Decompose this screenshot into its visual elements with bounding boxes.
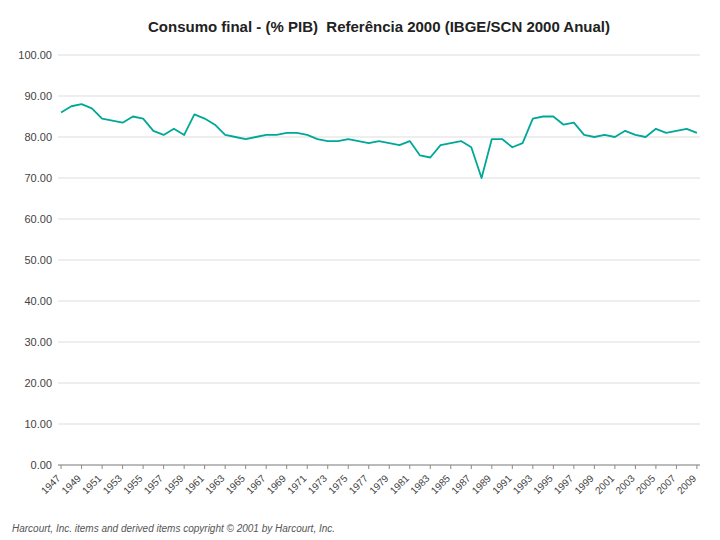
x-tick — [348, 465, 349, 469]
x-tick-label: 1965 — [224, 472, 248, 496]
x-tick — [635, 465, 636, 469]
x-tick-label: 2001 — [593, 472, 617, 496]
grid-line — [58, 260, 700, 261]
x-tick-label: 1947 — [39, 472, 63, 496]
x-tick-label: 2003 — [613, 472, 637, 496]
data-line — [61, 104, 697, 178]
x-tick-label: 1975 — [326, 472, 350, 496]
y-tick-label: 0.00 — [31, 459, 52, 471]
x-tick — [204, 465, 205, 469]
x-tick — [512, 465, 513, 469]
x-tick — [471, 465, 472, 469]
x-tick-label: 2005 — [634, 472, 658, 496]
y-tick-label: 40.00 — [24, 295, 52, 307]
x-tick-label: 1959 — [162, 472, 186, 496]
x-tick — [245, 465, 246, 469]
x-axis-line — [58, 465, 700, 466]
x-tick — [61, 465, 62, 469]
x-tick-label: 1987 — [449, 472, 473, 496]
x-tick — [614, 465, 615, 469]
x-tick — [163, 465, 164, 469]
y-tick-label: 50.00 — [24, 254, 52, 266]
grid-line — [58, 178, 700, 179]
grid-line — [58, 301, 700, 302]
x-tick-label: 1971 — [285, 472, 309, 496]
x-tick-label: 1953 — [101, 472, 125, 496]
x-tick-label: 1973 — [306, 472, 330, 496]
grid — [58, 55, 700, 465]
x-tick-labels: 1947194919511953195519571959196119631965… — [39, 465, 699, 496]
chart: 0.00 10.00 20.00 30.00 40.00 50.00 60.00 70.00 8… — [0, 0, 720, 540]
x-tick-label: 1993 — [511, 472, 535, 496]
x-tick — [225, 465, 226, 469]
grid-line — [58, 137, 700, 138]
plot-area — [61, 104, 697, 178]
x-tick-label: 1949 — [59, 472, 83, 496]
x-tick-label: 1951 — [80, 472, 104, 496]
x-tick — [430, 465, 431, 469]
x-tick — [594, 465, 595, 469]
x-tick-label: 2009 — [675, 472, 699, 496]
x-tick-label: 1961 — [183, 472, 207, 496]
x-tick — [655, 465, 656, 469]
y-tick-labels: 0.00 10.00 20.00 30.00 40.00 50.00 60.00 70.00 8… — [18, 49, 52, 471]
x-tick-label: 1991 — [490, 472, 514, 496]
y-tick-label: 80.00 — [24, 131, 52, 143]
x-tick-label: 1967 — [244, 472, 268, 496]
x-tick-label: 1999 — [572, 472, 596, 496]
x-tick-label: 2007 — [654, 472, 678, 496]
x-tick-label: 1979 — [367, 472, 391, 496]
grid-line — [58, 55, 700, 56]
x-tick — [450, 465, 451, 469]
x-tick — [143, 465, 144, 469]
x-tick-label: 1969 — [265, 472, 289, 496]
x-tick-label: 1963 — [203, 472, 227, 496]
x-tick-label: 1997 — [552, 472, 576, 496]
y-tick-label: 10.00 — [24, 418, 52, 430]
x-tick — [491, 465, 492, 469]
x-tick — [307, 465, 308, 469]
x-tick — [102, 465, 103, 469]
y-tick-label: 60.00 — [24, 213, 52, 225]
title: Consumo final - (% PIB) Referência 2000 … — [148, 18, 610, 35]
footer: Harcourt, Inc. items and derived items c… — [12, 523, 335, 534]
grid-line — [58, 342, 700, 343]
x-tick — [266, 465, 267, 469]
x-tick-label: 1995 — [531, 472, 555, 496]
grid-line — [58, 96, 700, 97]
x-tick-label: 1985 — [429, 472, 453, 496]
y-tick-label: 100.00 — [18, 49, 52, 61]
x-tick — [573, 465, 574, 469]
x-tick — [409, 465, 410, 469]
y-tick-label: 30.00 — [24, 336, 52, 348]
x-tick — [368, 465, 369, 469]
x-tick-label: 1983 — [408, 472, 432, 496]
grid-line — [58, 424, 700, 425]
x-tick-label: 1989 — [470, 472, 494, 496]
y-tick-label: 20.00 — [24, 377, 52, 389]
grid-line — [58, 219, 700, 220]
y-tick-label: 90.00 — [24, 90, 52, 102]
x-tick — [184, 465, 185, 469]
x-tick — [696, 465, 697, 469]
x-tick-label: 1977 — [347, 472, 371, 496]
x-tick — [532, 465, 533, 469]
x-tick — [389, 465, 390, 469]
x-tick-label: 1957 — [142, 472, 166, 496]
x-tick — [286, 465, 287, 469]
y-tick-label: 70.00 — [24, 172, 52, 184]
x-tick — [81, 465, 82, 469]
grid-line — [58, 383, 700, 384]
x-tick-label: 1955 — [121, 472, 145, 496]
x-tick — [676, 465, 677, 469]
x-tick — [122, 465, 123, 469]
x-tick — [553, 465, 554, 469]
x-tick — [327, 465, 328, 469]
grid-line — [58, 465, 700, 466]
x-tick-label: 1981 — [388, 472, 412, 496]
